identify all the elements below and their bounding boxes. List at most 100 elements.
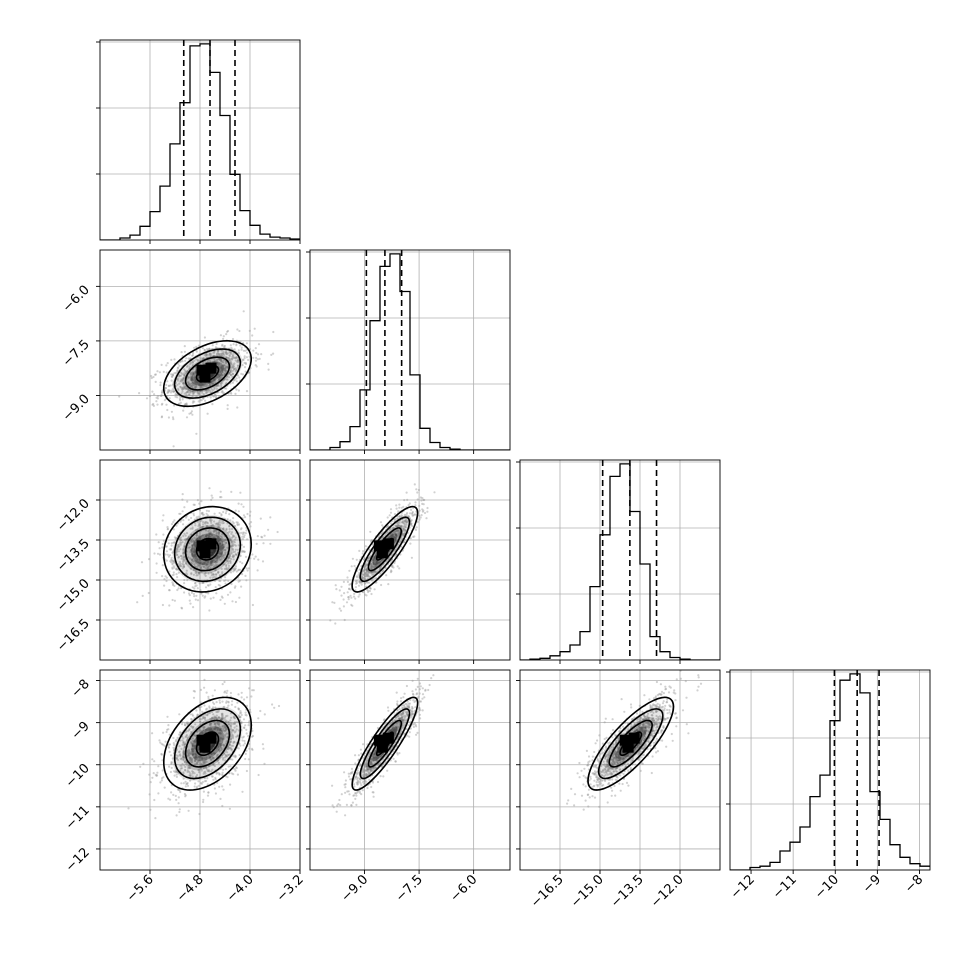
sample-point [224, 350, 228, 353]
sample-point [172, 746, 175, 749]
sample-point [138, 392, 141, 395]
sample-point [222, 364, 225, 367]
sample-point [162, 514, 165, 517]
density-peak [196, 540, 208, 552]
sample-point [241, 550, 244, 553]
sample-point [234, 730, 237, 733]
sample-point [215, 342, 218, 346]
sample-point [205, 392, 208, 395]
sample-point [213, 377, 217, 380]
sample-point [229, 351, 232, 354]
sample-point [228, 741, 231, 744]
sample-point [154, 817, 157, 820]
sample-point [208, 359, 211, 362]
sample-point [403, 499, 406, 502]
sample-point [239, 744, 242, 747]
sample-point [236, 364, 240, 367]
sample-point [212, 378, 215, 382]
sample-point [223, 737, 226, 740]
sample-point [184, 516, 188, 519]
sample-point [387, 583, 390, 586]
sample-point [217, 352, 221, 355]
sample-point [375, 755, 378, 759]
sample-point [168, 765, 171, 768]
sample-point [364, 585, 367, 588]
sample-point [367, 556, 370, 560]
sample-point [162, 370, 165, 373]
sample-point [183, 582, 186, 585]
sample-point [220, 372, 223, 375]
sample-point [190, 410, 193, 413]
sample-point [245, 732, 248, 735]
sample-point [209, 389, 212, 392]
sample-point [183, 756, 186, 759]
sample-point [221, 371, 224, 374]
sample-point [187, 381, 190, 384]
sample-point [214, 522, 217, 525]
sample-point [199, 756, 202, 759]
sample-point [187, 721, 190, 724]
sample-point [228, 555, 231, 558]
sample-point [149, 808, 152, 811]
sample-point [398, 515, 401, 518]
sample-point [207, 764, 211, 768]
sample-point [243, 698, 246, 701]
sample-point [372, 558, 375, 561]
sample-point [205, 353, 208, 356]
sample-point [243, 366, 247, 369]
sample-point [366, 588, 369, 592]
sample-point [210, 560, 214, 564]
sample-point [210, 775, 214, 778]
sample-point [202, 565, 205, 568]
sample-point [212, 573, 215, 576]
sample-point [167, 724, 170, 727]
sample-point [364, 564, 367, 567]
sample-point [201, 710, 204, 713]
sample-point [215, 385, 218, 388]
sample-point [233, 367, 236, 371]
sample-point [193, 400, 196, 403]
sample-point [207, 572, 210, 575]
sample-point [235, 369, 238, 372]
sample-point [186, 770, 189, 774]
sample-point [181, 757, 184, 760]
sample-point [421, 502, 424, 505]
sample-point [225, 366, 228, 369]
sample-point [170, 410, 173, 413]
sample-point [185, 402, 188, 405]
sample-point [177, 571, 180, 574]
sample-point [188, 594, 191, 597]
density-peak [205, 732, 217, 744]
sample-point [172, 418, 175, 421]
sample-point [277, 704, 281, 708]
sample-point [396, 532, 399, 535]
sample-point [219, 727, 222, 731]
sample-point [233, 568, 236, 571]
sample-point [393, 513, 397, 516]
sample-point [372, 562, 375, 566]
sample-point [392, 531, 395, 534]
sample-point [209, 360, 212, 363]
sample-point [178, 808, 181, 811]
sample-point [364, 769, 368, 772]
sample-point [198, 535, 201, 538]
sample-point [378, 566, 382, 569]
sample-point [215, 573, 218, 576]
sample-point [204, 399, 207, 402]
sample-point [221, 540, 224, 543]
sample-point [211, 729, 214, 732]
sample-point [186, 750, 189, 753]
sample-point [179, 401, 182, 404]
sample-point [227, 356, 230, 360]
sample-point [165, 364, 168, 367]
contour-line [162, 696, 253, 791]
sample-point [231, 353, 234, 356]
sample-point [186, 579, 189, 582]
sample-point [153, 760, 156, 763]
sample-point [188, 383, 191, 386]
sample-point [202, 565, 205, 568]
sample-point [201, 525, 204, 529]
sample-point [216, 723, 219, 726]
sample-point [178, 382, 181, 385]
sample-point [217, 531, 220, 534]
